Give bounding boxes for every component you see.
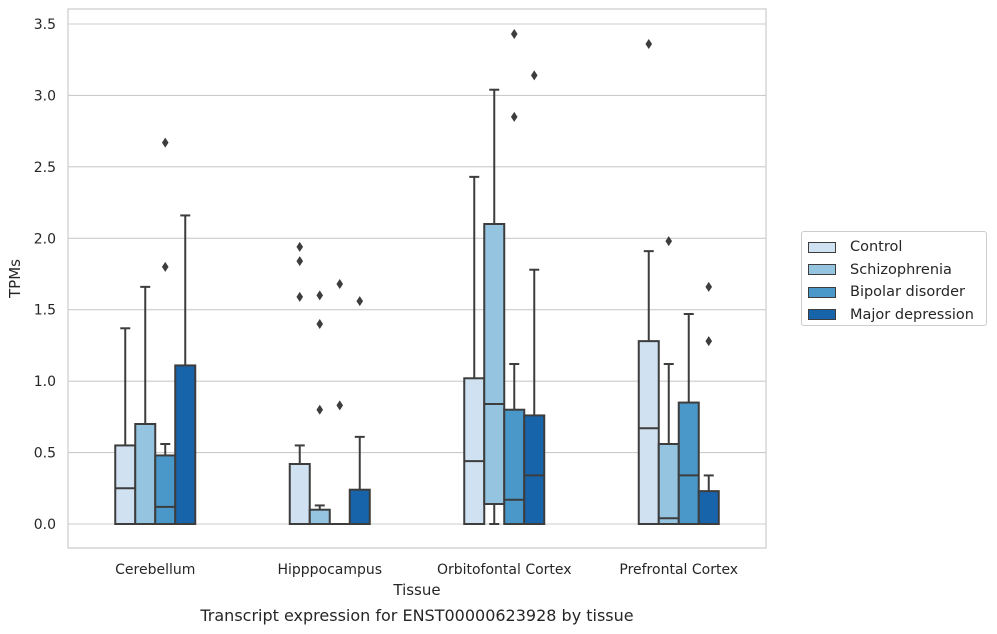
box <box>523 414 546 525</box>
outlier-point <box>665 236 673 247</box>
legend-label: Schizophrenia <box>850 261 952 278</box>
y-axis-ticks: 0.0 0.5 1.0 1.5 2.0 2.5 3.0 3.5 <box>34 17 56 533</box>
outlier-point <box>336 400 344 411</box>
outlier-point <box>161 137 169 148</box>
outlier-point <box>510 29 518 39</box>
legend-label: Control <box>850 239 903 256</box>
box <box>308 508 331 526</box>
box-major-depression <box>174 214 197 525</box>
x-axis-label: Tissue <box>392 581 440 599</box>
legend-swatch <box>808 309 836 321</box>
box <box>288 463 311 525</box>
y-tick-label: 0.5 <box>34 446 56 462</box>
legend-item: Major depression <box>808 304 986 327</box>
box-major-depression <box>348 296 371 526</box>
x-tick-label: Prefrontal Cortex <box>619 562 738 578</box>
y-tick-label: 1.0 <box>34 374 56 390</box>
chart-caption: Transcript expression for ENST0000062392… <box>200 606 634 625</box>
box-bipolar-disorder <box>503 29 526 526</box>
legend-label: Major depression <box>850 306 974 323</box>
box <box>503 408 526 526</box>
box <box>637 340 660 525</box>
outlier-point <box>705 336 713 347</box>
box-schizophrenia <box>134 285 157 525</box>
y-axis-label: TPMs <box>6 259 24 299</box>
y-tick-label: 0.0 <box>34 517 56 533</box>
box-major-depression <box>523 70 546 525</box>
outlier-point <box>356 296 364 307</box>
outlier-point <box>316 404 324 415</box>
outlier-point <box>316 319 324 329</box>
box <box>657 443 680 525</box>
x-tick-label: Cerebellum <box>115 562 195 578</box>
box <box>174 364 197 525</box>
legend-item: Control <box>808 236 986 259</box>
box-schizophrenia <box>308 290 331 526</box>
legend-item: Schizophrenia <box>808 259 986 282</box>
legend: Control Schizophrenia Bipolar disorder Majo… <box>801 231 987 326</box>
outlier-point <box>296 291 304 302</box>
box-control <box>288 241 311 525</box>
outlier-point <box>296 241 304 252</box>
box-schizophrenia <box>483 88 506 525</box>
outlier-point <box>316 290 324 301</box>
box-control <box>114 327 137 525</box>
legend-item: Bipolar disorder <box>808 281 986 304</box>
box-schizophrenia <box>657 236 680 525</box>
plot-frame <box>67 8 767 549</box>
y-tick-label: 3.0 <box>34 88 56 104</box>
x-axis-ticks: Cerebellum Hipppocampus Orbitofontal Corte… <box>115 562 738 578</box>
box-bipolar-disorder <box>329 279 350 525</box>
outlier-point <box>296 256 304 267</box>
y-tick-label: 3.5 <box>34 17 56 33</box>
y-tick-label: 2.5 <box>34 160 56 176</box>
legend-swatch <box>808 264 836 276</box>
box <box>114 444 137 525</box>
legend-label: Bipolar disorder <box>850 284 965 301</box>
box <box>697 490 720 525</box>
box <box>677 401 700 526</box>
box-control <box>637 39 660 525</box>
y-tick-label: 1.5 <box>34 303 56 319</box>
x-tick-label: Hipppocampus <box>277 562 382 578</box>
box <box>348 488 371 526</box>
outlier-point <box>645 39 653 49</box>
outlier-point <box>161 261 169 272</box>
box-bipolar-disorder <box>154 137 177 525</box>
outlier-point <box>705 281 713 292</box>
outlier-point <box>530 70 538 81</box>
box <box>463 377 486 525</box>
y-tick-label: 2.0 <box>34 231 56 247</box>
legend-swatch <box>808 241 836 253</box>
box-major-depression <box>697 281 720 525</box>
box <box>134 423 157 525</box>
box-series <box>114 29 720 526</box>
box-control <box>463 175 486 525</box>
outlier-point <box>336 279 344 289</box>
legend-swatch <box>808 286 836 298</box>
box <box>483 223 506 505</box>
box-bipolar-disorder <box>677 313 700 526</box>
box <box>154 454 177 525</box>
outlier-point <box>510 111 518 122</box>
x-tick-label: Orbitofontal Cortex <box>437 562 572 578</box>
